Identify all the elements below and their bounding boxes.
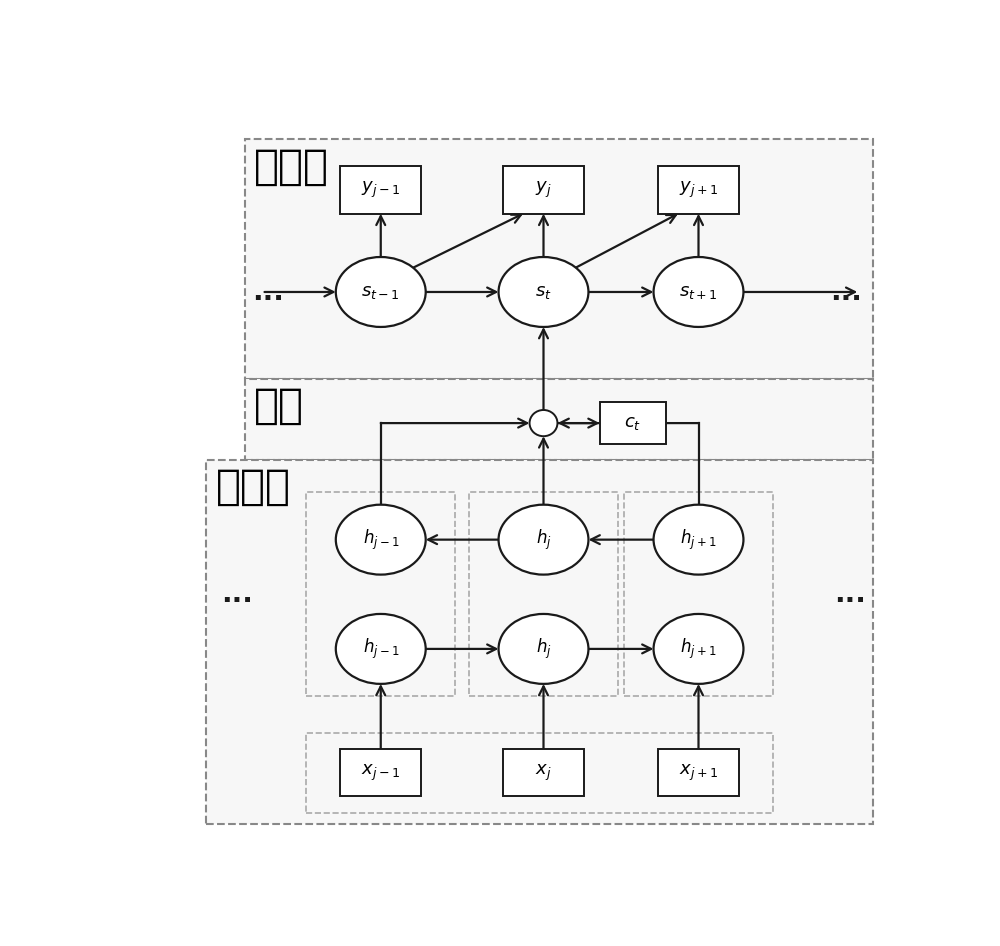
Text: $c_t$: $c_t$ [624,414,641,432]
Ellipse shape [499,504,588,574]
Text: $x_{j-1}$: $x_{j-1}$ [361,762,400,783]
Ellipse shape [336,504,426,574]
Ellipse shape [654,257,743,327]
FancyBboxPatch shape [503,749,584,797]
Text: 中层: 中层 [254,385,304,428]
Text: 解码层: 解码层 [254,147,329,188]
Ellipse shape [654,504,743,574]
Text: $h_{j-1}$: $h_{j-1}$ [363,637,399,661]
Text: $y_{j-1}$: $y_{j-1}$ [361,180,400,201]
FancyBboxPatch shape [340,166,421,214]
Ellipse shape [654,614,743,684]
Text: $s_t$: $s_t$ [535,283,552,301]
FancyBboxPatch shape [245,379,873,460]
Text: $y_j$: $y_j$ [535,180,552,201]
Text: $h_{j+1}$: $h_{j+1}$ [680,637,717,661]
Text: $h_{j+1}$: $h_{j+1}$ [680,528,717,552]
FancyBboxPatch shape [206,460,873,824]
Ellipse shape [499,257,588,327]
Text: $h_j$: $h_j$ [536,637,551,661]
FancyBboxPatch shape [658,166,739,214]
FancyBboxPatch shape [600,402,666,445]
Circle shape [530,410,557,436]
Text: $s_{t+1}$: $s_{t+1}$ [679,283,718,301]
Text: ...: ... [221,580,253,608]
Text: $s_{t-1}$: $s_{t-1}$ [361,283,400,301]
Text: 编码层: 编码层 [216,465,291,507]
Text: $x_{j+1}$: $x_{j+1}$ [679,762,718,783]
FancyBboxPatch shape [658,749,739,797]
Text: $y_{j+1}$: $y_{j+1}$ [679,180,718,201]
Text: $x_j$: $x_j$ [535,762,552,783]
Text: ...: ... [830,278,862,306]
Text: ...: ... [252,278,284,306]
Ellipse shape [499,614,588,684]
Ellipse shape [336,257,426,327]
Text: $h_{j-1}$: $h_{j-1}$ [363,528,399,552]
Ellipse shape [336,614,426,684]
FancyBboxPatch shape [340,749,421,797]
Text: ...: ... [834,580,866,608]
FancyBboxPatch shape [503,166,584,214]
Text: $h_j$: $h_j$ [536,528,551,552]
FancyBboxPatch shape [245,139,873,379]
